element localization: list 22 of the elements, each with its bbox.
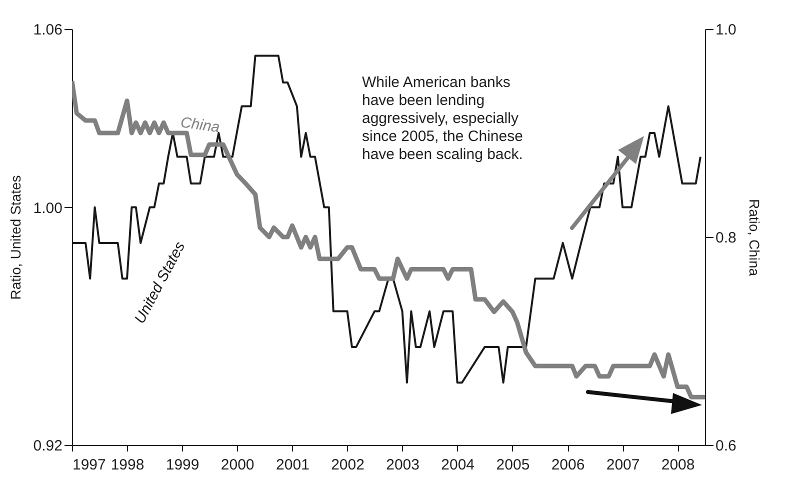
x-tick-label: 2000 [220,456,254,474]
x-tick-label: 2007 [606,456,640,474]
text: China [179,114,221,136]
y-tick-label: 1.00 [33,200,62,217]
y2-tick-label: 0.8 [716,230,736,246]
y-tick-label: 0.92 [33,438,62,454]
x-tick-label: 2003 [386,456,420,474]
y2-axis-title: Ratio, China [746,198,762,276]
y2-tick-label: 1.0 [716,22,736,38]
x-tick-label: 2001 [276,456,310,474]
x-tick-label: 2004 [441,456,475,474]
y2-tick-label: 0.6 [716,438,736,454]
y-axis-title: Ratio, United States [7,175,24,300]
x-tick-label: 2005 [496,456,530,474]
y-tick-label: 1.06 [33,22,62,38]
annotation: While American banks have been lending aggressively, especially since 2005, the Chinese have been scaling back. [362,74,523,163]
x-tick-label: 1997 [72,456,106,474]
x-tick-label: 2006 [551,456,585,474]
x-tick-label: 2002 [331,456,364,474]
x-tick-label: 2008 [661,456,695,474]
x-tick-label: 1998 [110,456,144,474]
x-tick-label: 1999 [166,456,200,474]
